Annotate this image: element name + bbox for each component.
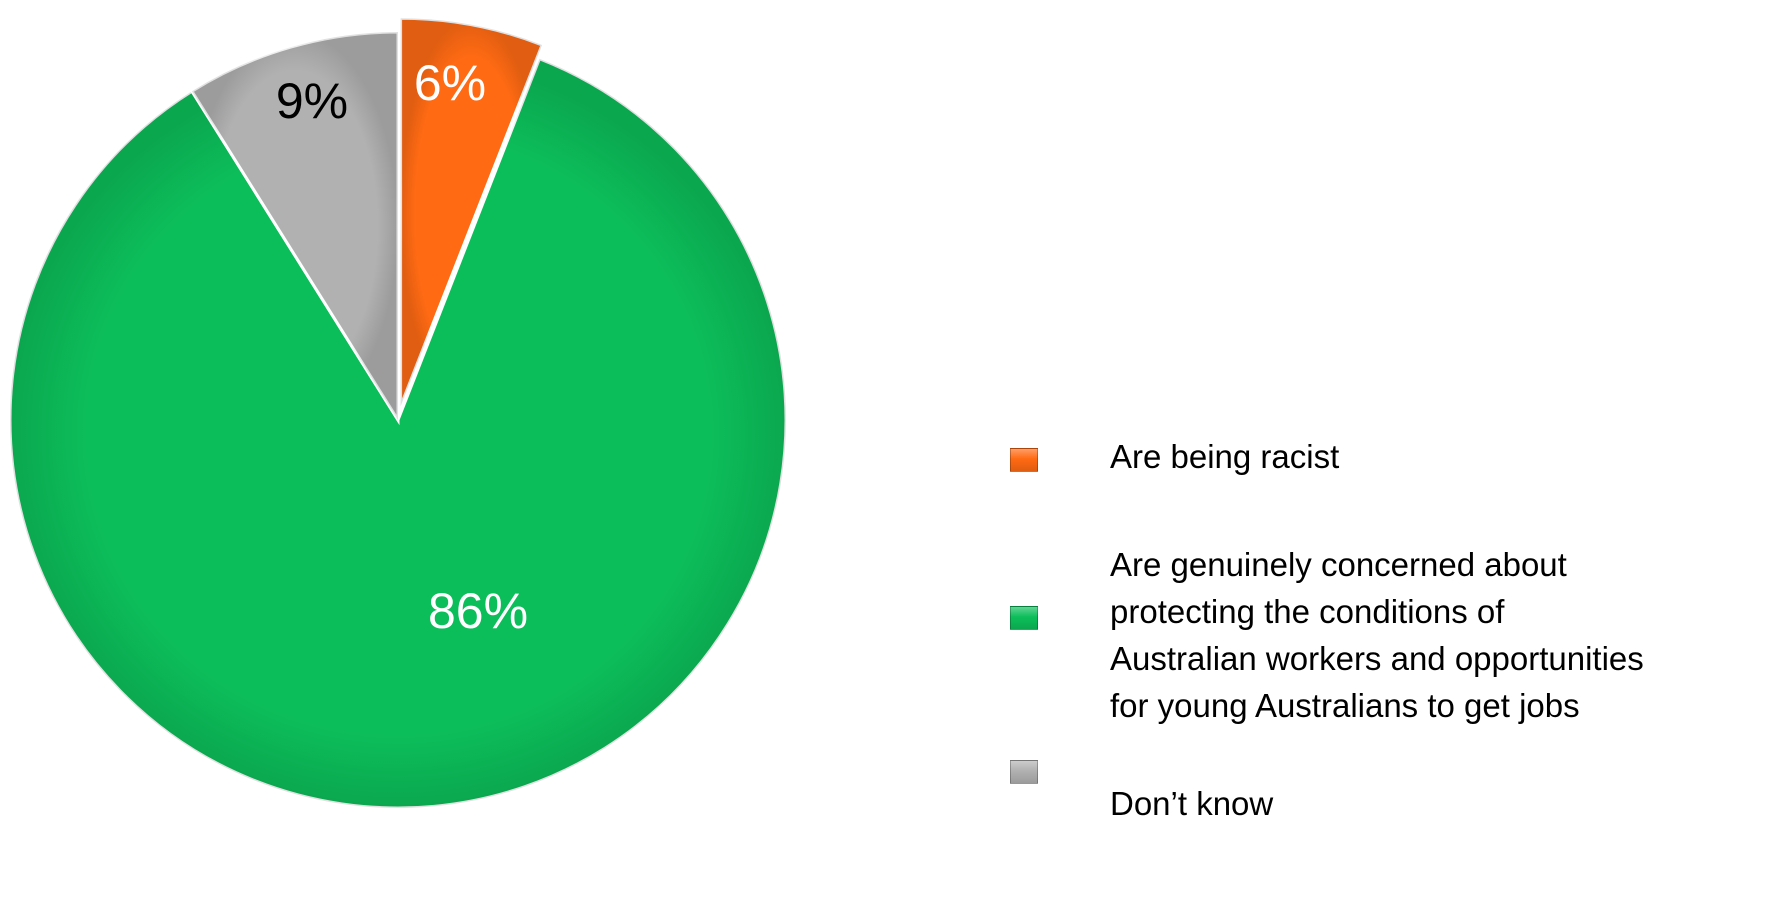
legend-label-dont-know: Don’t know [1110, 785, 1274, 822]
slice-concerned-shading [9, 58, 787, 808]
legend-label-racist: Are being racist [1110, 438, 1340, 475]
data-label-dont-know: 9% [276, 73, 348, 129]
legend-swatch-concerned [1010, 606, 1038, 630]
slice-racist-shading [400, 18, 543, 407]
legend-swatch-racist [1010, 448, 1038, 472]
pie-chart: 6% 86% 9% [8, 16, 788, 810]
legend: Are being racist Are genuinely concerned… [1010, 0, 1770, 916]
legend-swatch-dont-know [1010, 760, 1038, 784]
data-label-racist: 6% [414, 55, 486, 111]
slice-dont-know-shading [191, 32, 398, 420]
legend-label-concerned: Are genuinely concerned about protecting… [1110, 546, 1644, 724]
data-label-concerned: 86% [428, 583, 528, 639]
